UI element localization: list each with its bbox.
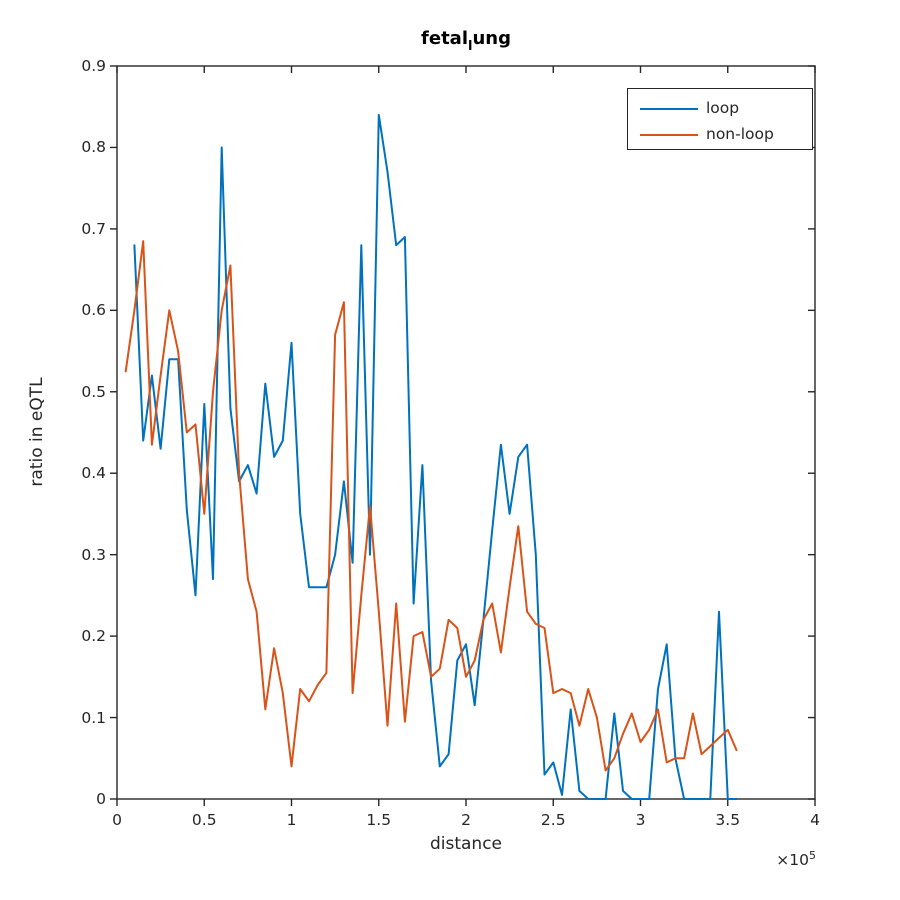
x-tick-label: 4 [810, 811, 820, 829]
x-tick-label: 1 [286, 811, 297, 829]
legend-line-sample [640, 134, 698, 136]
y-axis-label: ratio in eQTL [27, 377, 47, 487]
chart-title: fetallung [421, 28, 511, 54]
x-tick-label: 0.5 [191, 811, 217, 829]
axis-multiplier: ×105 [776, 849, 816, 869]
legend-item-loop: loop [628, 95, 812, 123]
legend-label: non-loop [706, 125, 774, 143]
multiplier-base: ×10 [776, 851, 809, 870]
y-tick-label: 0.8 [81, 138, 106, 157]
title-suffix: ung [472, 28, 511, 49]
y-tick-label: 0.6 [81, 301, 106, 320]
legend-item-non-loop: non-loop [628, 121, 812, 149]
multiplier-exponent: 5 [809, 849, 816, 862]
y-tick-label: 0.4 [81, 464, 106, 483]
x-tick-label: 3 [635, 811, 646, 829]
x-tick-label: 3.5 [715, 811, 741, 829]
title-subscript: l [467, 39, 473, 54]
x-tick-label: 2.5 [540, 811, 566, 829]
legend: loop non-loop [627, 88, 813, 150]
x-tick-label: 1.5 [366, 811, 392, 829]
y-tick-label: 0.7 [81, 219, 106, 238]
legend-line-sample [640, 108, 698, 110]
x-axis-label: distance [429, 834, 503, 854]
y-tick-label: 0.3 [81, 545, 106, 564]
y-tick-label: 0 [96, 790, 106, 808]
y-tick-label: 0.9 [81, 57, 106, 75]
y-tick-label: 0.1 [81, 708, 106, 727]
y-tick-label: 0.5 [81, 382, 106, 401]
x-tick-label: 2 [461, 811, 471, 829]
y-tick-label: 0.2 [81, 627, 106, 646]
legend-label: loop [706, 99, 740, 117]
x-tick-label: 0 [112, 811, 122, 829]
title-prefix: fetal [421, 28, 468, 49]
